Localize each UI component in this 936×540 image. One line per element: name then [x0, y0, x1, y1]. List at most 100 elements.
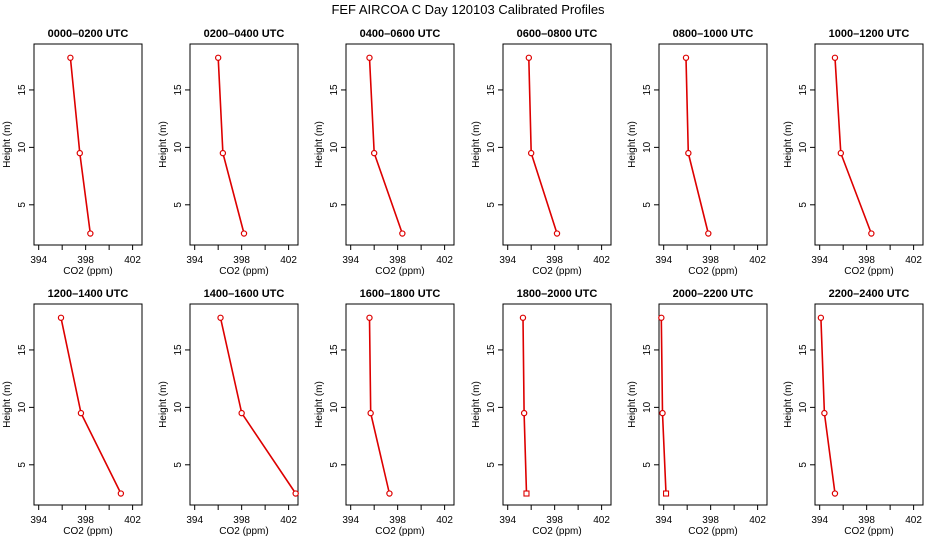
y-tick-label: 15 — [329, 344, 340, 356]
profile-line — [368, 57, 404, 234]
profile-line — [528, 57, 558, 234]
data-point — [370, 149, 378, 157]
y-tick-label: 15 — [798, 84, 809, 96]
data-point — [292, 490, 299, 497]
plot-frame — [502, 303, 612, 506]
profile-line — [69, 57, 92, 234]
x-tick-label: 398 — [702, 255, 719, 266]
figure-title: FEF AIRCOA C Day 120103 Calibrated Profi… — [331, 2, 605, 17]
y-tick-label: 15 — [486, 84, 497, 96]
data-point — [238, 409, 245, 417]
x-tick-label: 402 — [593, 515, 610, 526]
y-axis-label: Height (m) — [314, 381, 325, 428]
x-axis-label: CO2 (ppm) — [688, 526, 737, 537]
x-tick-label: 402 — [905, 255, 922, 266]
x-tick-label: 402 — [436, 255, 453, 266]
x-axis-label: CO2 (ppm) — [532, 266, 581, 277]
plot-frame — [502, 43, 612, 246]
x-tick-label: 394 — [655, 515, 672, 526]
y-tick-label: 15 — [17, 344, 28, 356]
y-axis-label: Height (m) — [627, 381, 638, 428]
plot-frame — [33, 303, 143, 506]
y-tick-label: 10 — [642, 141, 653, 153]
profile-line — [219, 317, 297, 494]
data-point — [817, 314, 825, 321]
y-tick-label: 5 — [329, 462, 340, 468]
y-axis-label: Height (m) — [2, 381, 13, 428]
data-point — [837, 149, 845, 157]
y-axis-label: Height (m) — [783, 121, 794, 168]
data-point — [682, 54, 690, 61]
data-point — [831, 54, 839, 61]
data-point — [659, 409, 666, 417]
chart-panel: 0600–0800 UTC 394 398 402 5 10 15 CO2 (ppm) Heig… — [471, 28, 612, 277]
y-axis-label: Height (m) — [471, 121, 482, 168]
x-tick-label: 398 — [702, 515, 719, 526]
y-axis-label: Height (m) — [471, 381, 482, 428]
data-point — [386, 490, 393, 497]
y-tick-label: 5 — [173, 462, 184, 468]
y-tick-label: 5 — [17, 462, 28, 468]
y-tick-label: 5 — [17, 202, 28, 208]
y-tick-label: 5 — [642, 462, 653, 468]
y-tick-label: 15 — [329, 84, 340, 96]
plot-frame — [658, 43, 768, 246]
x-tick-label: 394 — [655, 255, 672, 266]
x-tick-label: 394 — [811, 255, 828, 266]
chart-panel: 1000–1200 UTC 394 398 402 5 10 15 CO2 (ppm) Heig… — [783, 28, 924, 277]
profile-line — [217, 57, 245, 234]
x-tick-label: 402 — [124, 255, 141, 266]
data-point — [527, 149, 535, 157]
data-point — [67, 54, 74, 61]
plot-frame — [189, 303, 299, 506]
data-point — [77, 409, 85, 417]
plot-frame — [814, 43, 924, 246]
panel-title: 2000–2200 UTC — [673, 288, 754, 300]
data-point — [399, 230, 406, 237]
x-axis-label: CO2 (ppm) — [688, 266, 737, 277]
y-tick-label: 5 — [798, 202, 809, 208]
y-tick-label: 15 — [486, 344, 497, 356]
chart-panel: 2000–2200 UTC 394 398 402 5 10 15 CO2 (ppm) Heig… — [627, 288, 768, 537]
y-tick-label: 10 — [173, 141, 184, 153]
x-tick-label: 398 — [77, 255, 94, 266]
y-tick-label: 15 — [798, 344, 809, 356]
data-point — [87, 230, 94, 237]
x-tick-label: 394 — [342, 255, 359, 266]
y-tick-label: 10 — [486, 141, 497, 153]
chart-panel: 1400–1600 UTC 394 398 402 5 10 15 CO2 (ppm) Heig… — [158, 288, 299, 537]
y-axis-label: Height (m) — [2, 121, 13, 168]
profile-line — [834, 57, 873, 234]
x-axis-label: CO2 (ppm) — [844, 526, 893, 537]
x-axis-label: CO2 (ppm) — [844, 266, 893, 277]
data-point — [525, 54, 533, 61]
chart-panel: 1800–2000 UTC 394 398 402 5 10 15 CO2 (ppm) Heig… — [471, 288, 612, 537]
x-tick-label: 402 — [280, 515, 297, 526]
chart-panel: 1600–1800 UTC 394 398 402 5 10 15 CO2 (ppm) Heig… — [314, 288, 455, 537]
plot-frame — [814, 303, 924, 506]
panel-title: 0200–0400 UTC — [204, 28, 285, 40]
panel-title: 1000–1200 UTC — [829, 28, 910, 40]
profile-line — [368, 317, 391, 494]
y-tick-label: 10 — [329, 401, 340, 413]
data-point — [367, 409, 374, 417]
data-point — [685, 149, 692, 157]
data-point — [658, 314, 665, 321]
y-tick-label: 5 — [173, 202, 184, 208]
y-tick-label: 10 — [486, 401, 497, 413]
x-tick-label: 398 — [233, 255, 250, 266]
x-tick-label: 394 — [186, 255, 203, 266]
y-axis-label: Height (m) — [158, 121, 169, 168]
data-point — [821, 409, 828, 417]
y-tick-label: 15 — [17, 84, 28, 96]
y-tick-label: 15 — [173, 344, 184, 356]
x-axis-label: CO2 (ppm) — [219, 526, 268, 537]
chart-panel: 0200–0400 UTC 394 398 402 5 10 15 CO2 (ppm) Heig… — [158, 28, 299, 277]
x-tick-label: 394 — [499, 255, 516, 266]
profile-line — [820, 317, 836, 494]
data-point — [240, 230, 248, 237]
panel-grid: 0000–0200 UTC 394 398 402 5 10 15 CO2 (ppm) Heig… — [2, 28, 924, 537]
y-tick-label: 10 — [798, 401, 809, 413]
y-axis-label: Height (m) — [314, 121, 325, 168]
